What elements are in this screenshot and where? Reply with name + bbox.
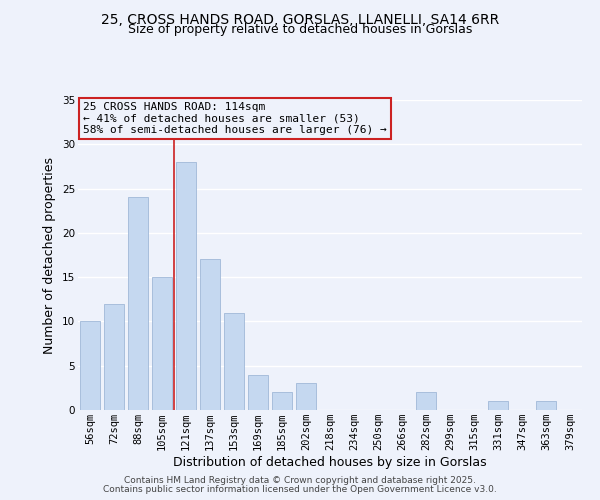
Bar — [176, 162, 196, 410]
Text: Contains HM Land Registry data © Crown copyright and database right 2025.: Contains HM Land Registry data © Crown c… — [124, 476, 476, 485]
X-axis label: Distribution of detached houses by size in Gorslas: Distribution of detached houses by size … — [173, 456, 487, 469]
Bar — [296, 384, 316, 410]
Bar — [248, 374, 268, 410]
Text: Size of property relative to detached houses in Gorslas: Size of property relative to detached ho… — [128, 22, 472, 36]
Bar — [80, 322, 100, 410]
Bar — [224, 312, 244, 410]
Text: Contains public sector information licensed under the Open Government Licence v3: Contains public sector information licen… — [103, 485, 497, 494]
Bar — [200, 260, 220, 410]
Text: 25 CROSS HANDS ROAD: 114sqm
← 41% of detached houses are smaller (53)
58% of sem: 25 CROSS HANDS ROAD: 114sqm ← 41% of det… — [83, 102, 387, 134]
Bar — [416, 392, 436, 410]
Bar — [152, 277, 172, 410]
Text: 25, CROSS HANDS ROAD, GORSLAS, LLANELLI, SA14 6RR: 25, CROSS HANDS ROAD, GORSLAS, LLANELLI,… — [101, 12, 499, 26]
Bar — [536, 401, 556, 410]
Bar — [272, 392, 292, 410]
Y-axis label: Number of detached properties: Number of detached properties — [43, 156, 56, 354]
Bar — [104, 304, 124, 410]
Bar — [128, 198, 148, 410]
Bar — [488, 401, 508, 410]
